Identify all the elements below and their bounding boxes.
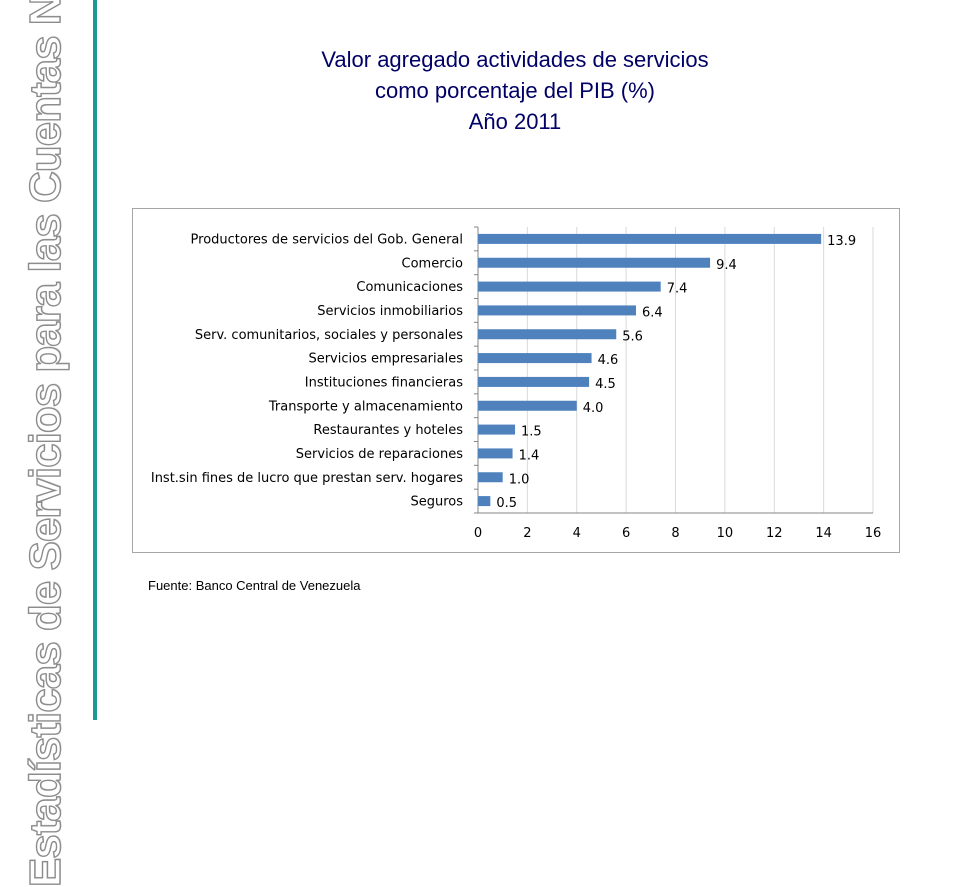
data-label: 6.4 bbox=[642, 305, 663, 320]
x-tick-label: 12 bbox=[766, 526, 783, 541]
accent-bar bbox=[93, 0, 97, 720]
category-label: Servicios inmobiliarios bbox=[317, 304, 463, 319]
category-label: Inst.sin fines de lucro que prestan serv… bbox=[151, 471, 463, 486]
data-label: 13.9 bbox=[827, 234, 856, 249]
category-label: Servicios empresariales bbox=[308, 352, 463, 367]
bar bbox=[478, 233, 822, 244]
data-label: 0.5 bbox=[496, 496, 517, 511]
data-label: 1.5 bbox=[521, 425, 542, 440]
bar bbox=[478, 400, 577, 411]
category-label: Servicios de reparaciones bbox=[296, 447, 463, 462]
category-label: Restaurantes y hoteles bbox=[313, 423, 463, 438]
bar bbox=[478, 496, 491, 507]
title-line-1: Valor agregado actividades de servicios bbox=[321, 47, 709, 72]
category-label: Serv. comunitarios, sociales y personale… bbox=[195, 328, 463, 343]
bar bbox=[478, 376, 590, 387]
bar bbox=[478, 281, 661, 292]
category-label: Instituciones financieras bbox=[305, 375, 463, 390]
bar bbox=[478, 257, 711, 268]
x-tick-label: 16 bbox=[865, 526, 882, 541]
x-tick-label: 4 bbox=[573, 526, 581, 541]
category-label: Comunicaciones bbox=[356, 280, 463, 295]
chart-title: Valor agregado actividades de servicios … bbox=[200, 44, 830, 137]
data-label: 4.5 bbox=[595, 377, 616, 392]
x-tick-label: 10 bbox=[717, 526, 734, 541]
side-title: Estadísticas de Servicios para las Cuent… bbox=[20, 0, 70, 887]
side-title-area: Estadísticas de Servicios para las Cuent… bbox=[0, 0, 92, 887]
x-tick-label: 0 bbox=[474, 526, 482, 541]
category-label: Seguros bbox=[410, 495, 463, 510]
bar bbox=[478, 353, 592, 364]
x-tick-label: 2 bbox=[523, 526, 531, 541]
data-label: 9.4 bbox=[716, 258, 737, 273]
data-label: 1.4 bbox=[519, 448, 540, 463]
chart-frame: 0 2 4 6 8 10 12 14 16 Productores de servicios de… bbox=[132, 208, 900, 553]
x-tick-label: 6 bbox=[622, 526, 630, 541]
data-label: 7.4 bbox=[667, 282, 688, 297]
category-label: Productores de servicios del Gob. Genera… bbox=[191, 232, 463, 247]
bar bbox=[478, 448, 513, 459]
bar-chart: 0 2 4 6 8 10 12 14 16 Productores de servicios de… bbox=[151, 226, 882, 541]
x-tick-label: 14 bbox=[815, 526, 832, 541]
source-note: Fuente: Banco Central de Venezuela bbox=[148, 578, 361, 593]
data-label: 1.0 bbox=[509, 472, 530, 487]
bar bbox=[478, 424, 516, 435]
title-line-2: como porcentaje del PIB (%) bbox=[374, 78, 656, 103]
bar bbox=[478, 329, 617, 340]
bar bbox=[478, 305, 636, 316]
data-label: 4.6 bbox=[598, 353, 619, 368]
data-label: 5.6 bbox=[622, 329, 643, 344]
data-label: 4.0 bbox=[583, 401, 604, 416]
bar bbox=[478, 472, 503, 483]
category-label: Transporte y almacenamiento bbox=[268, 399, 463, 414]
title-line-3: Año 2011 bbox=[468, 109, 562, 134]
category-label: Comercio bbox=[402, 256, 464, 271]
x-tick-label: 8 bbox=[671, 526, 679, 541]
